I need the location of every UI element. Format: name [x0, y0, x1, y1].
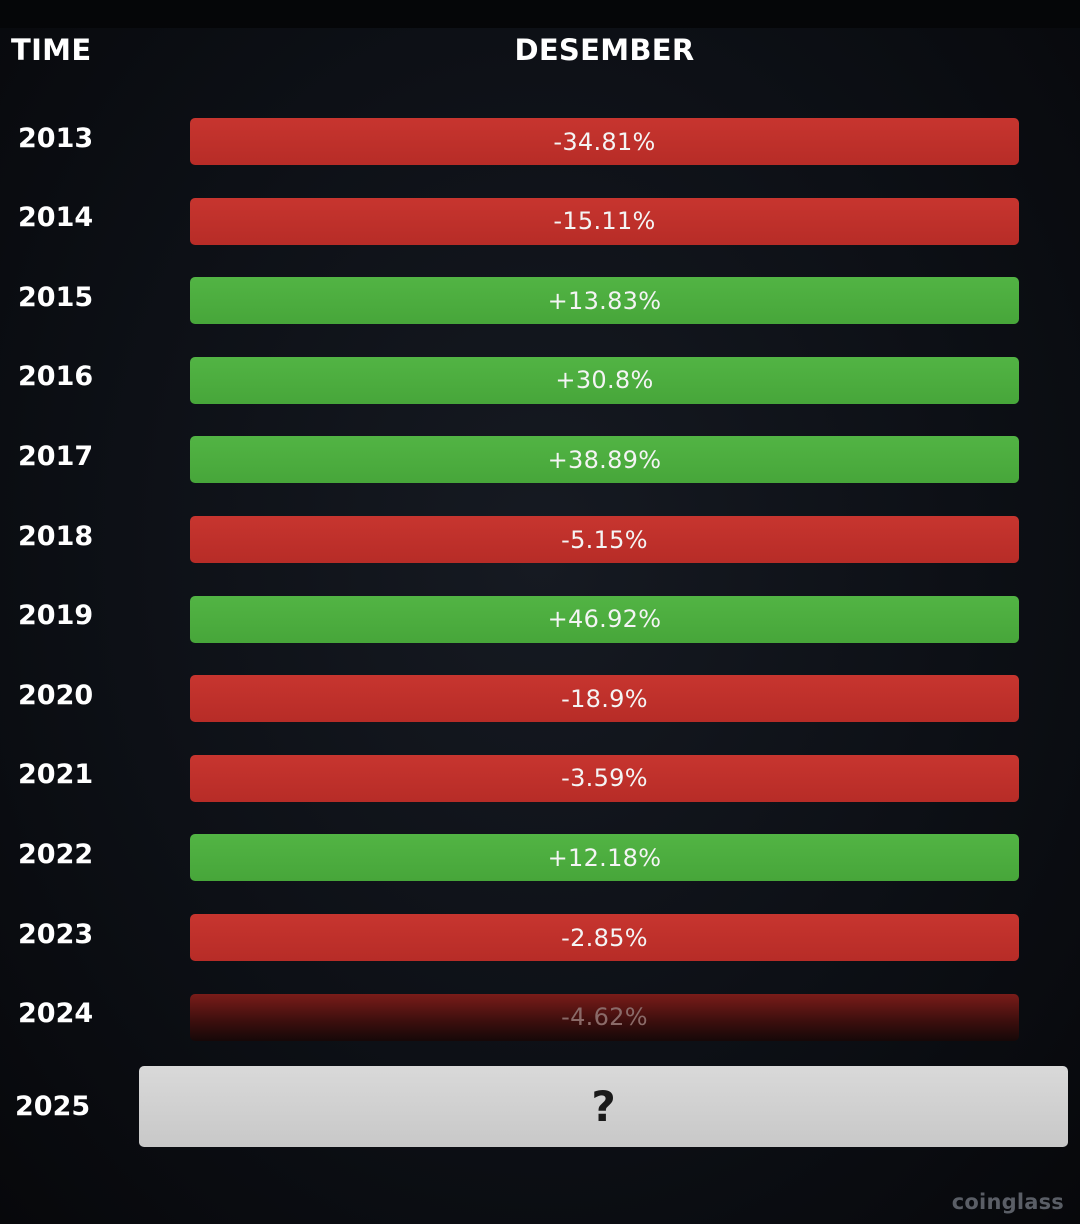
- bar-label-2024: -4.62%: [561, 1003, 648, 1032]
- year-label-2021: 2021: [18, 759, 94, 791]
- year-label-2018: 2018: [18, 520, 94, 552]
- bar-2013: -34.81%: [190, 118, 1019, 165]
- watermark-text: coinglass: [951, 1190, 1064, 1214]
- top-band: [0, 0, 1080, 28]
- bar-2023: -2.85%: [190, 914, 1019, 961]
- bar-label-2017: +38.89%: [547, 445, 662, 474]
- year-label-2019: 2019: [18, 600, 94, 632]
- year-label-2025: 2025: [15, 1090, 91, 1122]
- bar-2021: -3.59%: [190, 754, 1019, 802]
- bar-2024: -4.62%: [190, 993, 1019, 1041]
- bar-2014: -15.11%: [190, 197, 1019, 245]
- bar-2016: +30.8%: [190, 356, 1019, 404]
- bar-label-2021: -3.59%: [561, 764, 648, 793]
- bar-label-2013: -34.81%: [553, 127, 656, 156]
- bar-label-2020: -18.9%: [561, 684, 648, 713]
- bar-2015: +13.83%: [190, 277, 1019, 325]
- bar-2019: +46.92%: [190, 595, 1019, 643]
- column-header-time: TIME: [11, 33, 92, 67]
- bar-2025-unknown: ?: [139, 1066, 1068, 1147]
- year-label-2015: 2015: [18, 281, 94, 313]
- bar-label-2025: ?: [591, 1082, 616, 1131]
- year-label-2022: 2022: [18, 838, 94, 870]
- bar-2018: -5.15%: [190, 516, 1019, 563]
- year-label-2023: 2023: [18, 918, 94, 950]
- bar-label-2019: +46.92%: [547, 605, 662, 634]
- bar-2017: +38.89%: [190, 436, 1019, 484]
- column-header-month: DESEMBER: [514, 33, 695, 67]
- year-label-2024: 2024: [18, 998, 94, 1030]
- bar-label-2018: -5.15%: [561, 525, 648, 554]
- bar-2022: +12.18%: [190, 834, 1019, 882]
- bar-label-2023: -2.85%: [561, 923, 648, 952]
- year-label-2014: 2014: [18, 202, 94, 234]
- bar-label-2022: +12.18%: [547, 843, 662, 872]
- year-label-2013: 2013: [18, 122, 94, 154]
- year-label-2016: 2016: [18, 361, 94, 393]
- bar-2020: -18.9%: [190, 675, 1019, 723]
- bar-label-2016: +30.8%: [555, 366, 654, 395]
- bar-label-2015: +13.83%: [547, 286, 662, 315]
- bar-label-2014: -15.11%: [553, 207, 656, 236]
- year-label-2020: 2020: [18, 679, 94, 711]
- year-label-2017: 2017: [18, 440, 94, 472]
